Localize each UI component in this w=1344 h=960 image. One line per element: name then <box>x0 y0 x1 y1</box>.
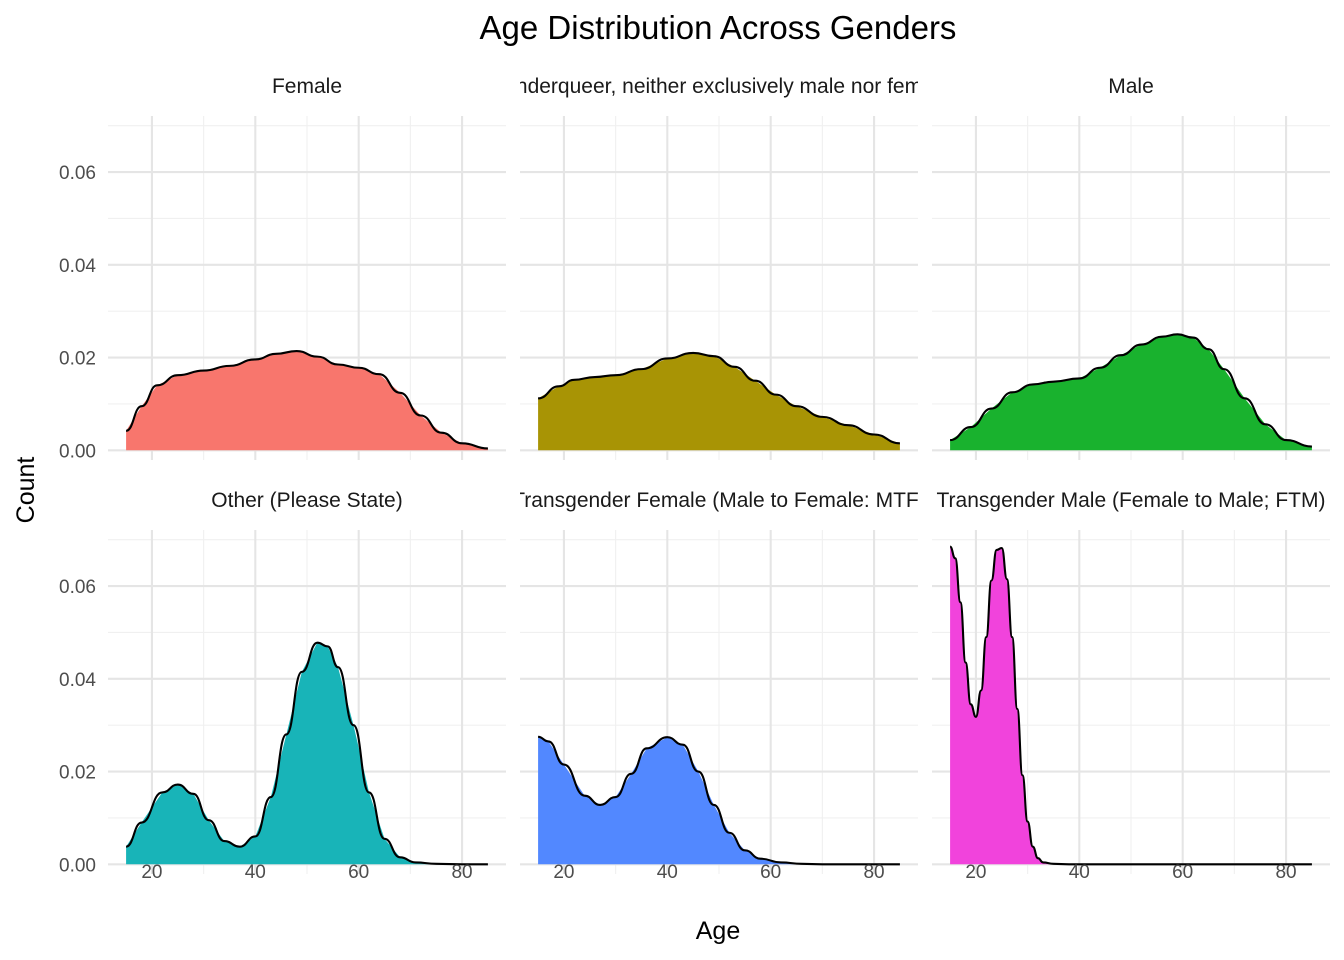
density-line <box>949 545 1312 866</box>
density-area <box>538 352 900 451</box>
y-tick-label: 0.00 <box>59 441 96 462</box>
facet-strip-label: Genderqueer, neither exclusively male no… <box>488 75 950 98</box>
density-line <box>537 735 900 866</box>
density-line <box>125 641 488 866</box>
density-area <box>950 334 1312 451</box>
y-axis-title: Count <box>12 457 40 524</box>
x-tick-label: 20 <box>553 862 574 883</box>
facet-strip-label: Transgender Female (Male to Female: MTF) <box>512 489 926 512</box>
y-tick-label: 0.02 <box>59 763 96 784</box>
y-tick-label: 0.06 <box>59 577 96 598</box>
density-area <box>126 642 488 865</box>
x-tick-label: 80 <box>863 862 884 883</box>
x-tick-label: 80 <box>1275 862 1296 883</box>
facet-panel: Genderqueer, neither exclusively male no… <box>488 75 950 460</box>
y-tick-label: 0.06 <box>59 163 96 184</box>
y-tick-label: 0.04 <box>59 670 96 691</box>
x-tick-label: 60 <box>760 862 781 883</box>
x-axis-title: Age <box>696 917 740 945</box>
facet-panel: Transgender Male (Female to Male; FTM) 20… <box>932 489 1330 883</box>
x-tick-label: 20 <box>141 862 162 883</box>
density-area <box>950 546 1312 865</box>
x-tick-label: 40 <box>245 862 266 883</box>
y-tick-label: 0.04 <box>59 256 96 277</box>
density-line <box>125 350 488 450</box>
x-tick-label: 60 <box>1172 862 1193 883</box>
x-tick-label: 60 <box>348 862 369 883</box>
x-tick-label: 40 <box>1069 862 1090 883</box>
facet-strip-label: Male <box>1108 75 1154 98</box>
facet-panel: Transgender Female (Male to Female: MTF)… <box>512 489 926 883</box>
chart-title: Age Distribution Across Genders <box>480 9 957 46</box>
density-line <box>949 333 1312 448</box>
facet-strip-label: Transgender Male (Female to Male; FTM) <box>936 489 1325 512</box>
y-tick-label: 0.02 <box>59 349 96 370</box>
x-tick-label: 80 <box>451 862 472 883</box>
x-tick-label: 40 <box>657 862 678 883</box>
facet-panel: Female 0.00 0.02 0.04 0.06 <box>59 75 506 462</box>
y-tick-label: 0.00 <box>59 855 96 876</box>
facet-strip-label: Other (Please State) <box>211 489 402 512</box>
x-tick-label: 20 <box>965 862 986 883</box>
facet-panels: Female 0.00 0.02 0.04 0.06 Genderqueer, neith… <box>59 75 1330 883</box>
facet-strip-label: Female <box>272 75 342 98</box>
facet-panel: Male <box>932 75 1330 460</box>
facet-panel: Other (Please State) 0.00 0.02 0.04 0.06 20 40… <box>59 489 506 883</box>
density-line <box>537 351 900 445</box>
density-area <box>538 736 900 865</box>
density-area <box>126 351 488 451</box>
